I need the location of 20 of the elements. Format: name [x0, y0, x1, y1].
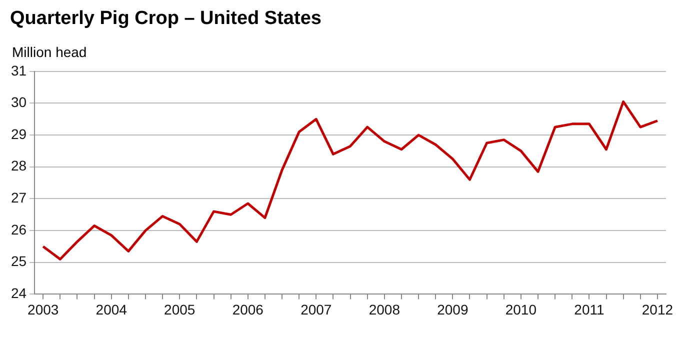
y-tick-label: 30 — [10, 94, 27, 110]
x-tick-label: 2011 — [574, 301, 604, 318]
y-tick-label: 29 — [10, 126, 27, 142]
y-tick-label: 28 — [10, 158, 27, 174]
x-tick-label: 2005 — [164, 301, 196, 318]
y-tick-label: 26 — [10, 221, 27, 238]
x-tick-label: 2010 — [505, 301, 537, 318]
x-tick-label: 2006 — [232, 301, 264, 318]
y-tick-label: 24 — [10, 285, 27, 302]
x-tick-label: 2007 — [300, 301, 332, 318]
x-tick-label: 2003 — [28, 301, 59, 318]
x-tick-label: 2004 — [96, 301, 128, 318]
y-tick-label: 25 — [10, 253, 27, 270]
y-tick-label: 27 — [10, 190, 27, 206]
x-tick-label: 2008 — [368, 301, 400, 318]
x-tick-label: 2009 — [437, 301, 468, 318]
y-tick-label: 31 — [10, 62, 27, 78]
y-axis-title: Million head — [12, 44, 88, 60]
x-tick-label: 2012 — [642, 301, 674, 318]
chart-title: Quarterly Pig Crop – United States — [10, 8, 322, 30]
